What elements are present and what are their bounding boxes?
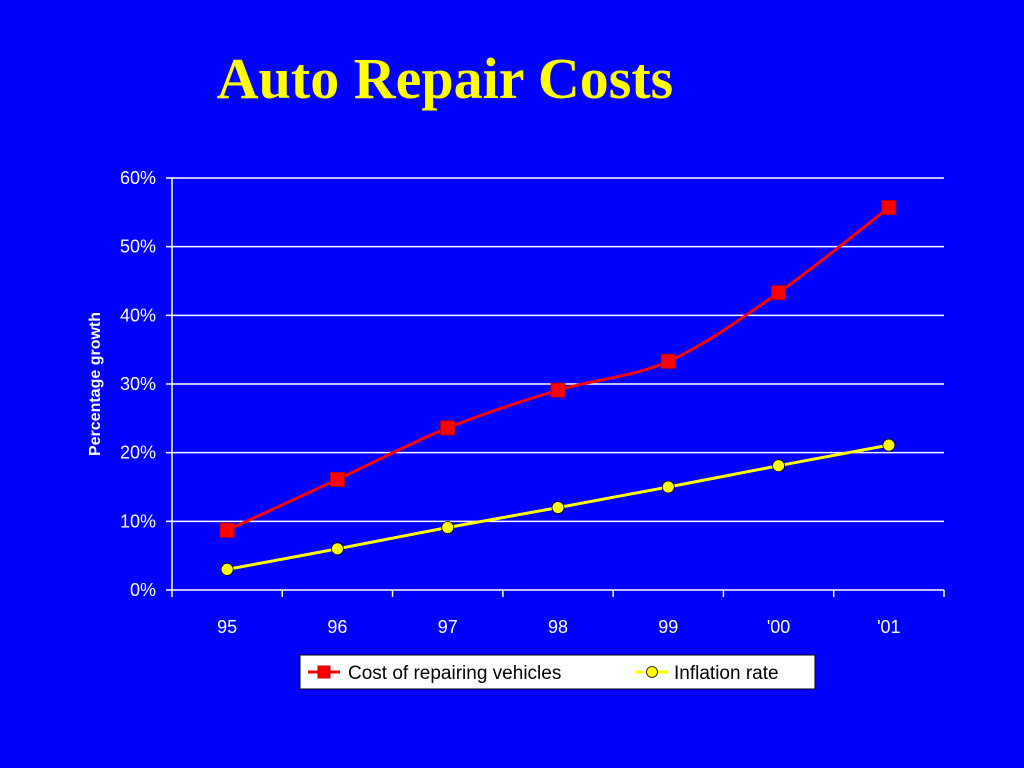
data-point-inflation-rate bbox=[882, 438, 896, 452]
legend: Cost of repairing vehicles Inflation rate bbox=[299, 654, 816, 690]
data-point-cost-of-repairing-vehicles bbox=[440, 420, 456, 436]
data-point-cost-of-repairing-vehicles bbox=[329, 471, 345, 487]
legend-label-inflation-rate: Inflation rate bbox=[674, 663, 779, 684]
axes: 0% 10% 20% 30% 40% 50% 60% 95 96 97 98 99 '00 '01 bbox=[120, 168, 945, 637]
data-point-inflation-rate bbox=[331, 542, 344, 556]
legend-label-cost-of-repairing-vehicles: Cost of repairing vehicles bbox=[348, 663, 561, 684]
data-point-inflation-rate bbox=[220, 563, 234, 576]
x-tick-label: 98 bbox=[548, 617, 568, 637]
y-tick-label: 40% bbox=[120, 305, 156, 325]
x-tick-label: 95 bbox=[217, 617, 237, 637]
data-point-inflation-rate bbox=[441, 521, 455, 534]
x-tick-label: 99 bbox=[658, 617, 678, 637]
legend-box bbox=[299, 654, 816, 690]
slide-title: Auto Repair Costs bbox=[216, 46, 674, 111]
y-tick-label: 0% bbox=[130, 580, 156, 600]
gridlines bbox=[172, 177, 944, 523]
data-point-cost-of-repairing-vehicles bbox=[660, 353, 676, 369]
data-point-cost-of-repairing-vehicles bbox=[881, 200, 897, 216]
data-point-cost-of-repairing-vehicles bbox=[771, 285, 787, 301]
legend-marker-inflation-rate bbox=[646, 666, 658, 678]
series-markers bbox=[219, 200, 897, 576]
y-tick-label: 30% bbox=[120, 374, 156, 394]
data-point-cost-of-repairing-vehicles bbox=[219, 522, 235, 538]
y-tick-label: 50% bbox=[120, 237, 156, 257]
data-point-inflation-rate bbox=[551, 501, 565, 515]
y-tick-label: 60% bbox=[120, 168, 156, 188]
x-tick-label: '00 bbox=[767, 617, 790, 637]
x-tick-label: '01 bbox=[877, 617, 900, 637]
data-point-inflation-rate bbox=[661, 480, 675, 494]
data-point-inflation-rate bbox=[772, 459, 785, 473]
y-tick-label: 10% bbox=[120, 511, 156, 531]
x-tick-label: 97 bbox=[438, 617, 458, 637]
y-axis-title: Percentage growth bbox=[87, 312, 104, 456]
x-tick-label: 96 bbox=[327, 617, 347, 637]
series-line-cost-of-repairing-vehicles bbox=[226, 206, 890, 532]
data-point-cost-of-repairing-vehicles bbox=[550, 382, 566, 398]
legend-marker-cost-of-repairing-vehicles bbox=[317, 665, 331, 679]
y-tick-label: 20% bbox=[120, 443, 156, 463]
